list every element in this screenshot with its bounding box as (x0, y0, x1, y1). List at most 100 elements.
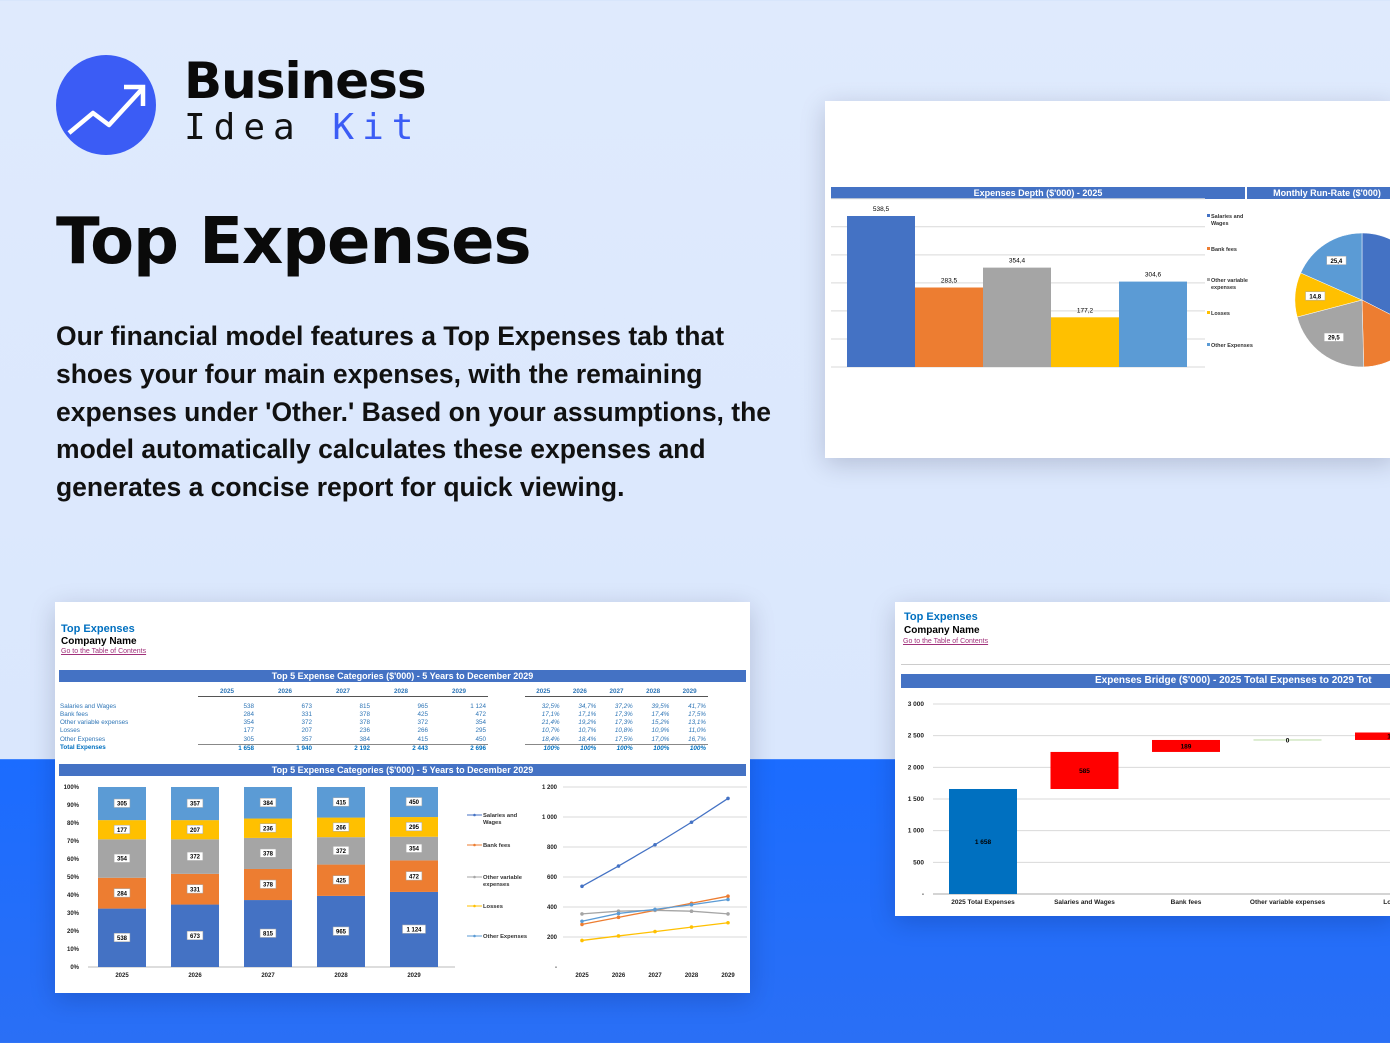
year-header: 2027 (314, 688, 372, 698)
segment-data-label: 305 (117, 802, 128, 808)
y-tick-label: 3 000 (908, 701, 925, 708)
brand-name: Business (184, 52, 427, 110)
y-tick-label: 2 500 (908, 733, 925, 740)
bridge-data-label: 1 (1387, 734, 1390, 741)
cell-value: 378 (359, 719, 370, 727)
pct-value: 17,5% (688, 710, 706, 718)
row-label: Salaries and Wages (60, 702, 117, 710)
row-label: Total Expenses (60, 744, 106, 752)
expenses-bridge-chart: - 500 1 000 1 500 2 000 2 500 3 000 1 658 2025 T… (908, 701, 1390, 906)
legend-label: Salaries and (483, 813, 518, 819)
bridge-bar-bank-fees (1152, 739, 1220, 752)
legend-label: Losses (483, 904, 503, 910)
x-tick-label: 2025 (575, 973, 589, 979)
segment-data-label: 357 (190, 802, 201, 808)
expenses-bridge-panel: Top Expenses Company Name Go to the Tabl… (895, 602, 1390, 916)
pct-total-row: 100% 100% 100% 100% 100% (525, 743, 708, 753)
segment-data-label: 236 (263, 826, 274, 832)
stacked-and-line-charts: 0% 10% 20% 30% 40% 50% 60% 70% 80% 90% 100% 538 284 3… (64, 785, 747, 979)
table-row: Losses 177 207 236 266 295 (58, 727, 488, 735)
company-name: Company Name (904, 625, 980, 636)
cell-value: 1 658 (198, 743, 256, 753)
cell-value: 1 124 (470, 702, 486, 710)
cell-value: 815 (359, 702, 370, 710)
bridge-data-label: 1 658 (975, 839, 992, 846)
pct-value: 41,7% (688, 702, 706, 710)
legend-marker (1207, 247, 1210, 250)
cell-value: 177 (243, 727, 254, 735)
bar-bank-fees (915, 287, 983, 367)
x-tick-label: 2025 (115, 973, 129, 979)
segment-data-label: 673 (190, 934, 201, 940)
segment-data-label-box (332, 797, 350, 807)
bridge-bar-other-variable-expenses (1253, 739, 1322, 741)
x-tick-label: 2027 (261, 973, 275, 979)
pct-value: 17,1% (541, 710, 560, 718)
legend-marker (1207, 311, 1210, 314)
top-expenses-sheet: Top Expenses Company Name Go to the Tabl… (55, 602, 750, 993)
cell-value: 384 (359, 735, 370, 743)
y-tick-label: 200 (547, 935, 558, 941)
segment-data-label-box (113, 824, 131, 834)
legend-marker (1207, 343, 1210, 346)
pct-value: 17,3% (614, 710, 633, 718)
bar-data-label: 354,4 (1009, 258, 1026, 265)
cell-value: 331 (301, 710, 312, 718)
y-tick-label: 1 500 (908, 796, 925, 803)
logo-icon (56, 55, 156, 155)
segment-data-label: 378 (263, 883, 274, 889)
bar-other-variable-expenses (983, 267, 1051, 367)
pct-value: 13,1% (688, 719, 706, 727)
legend-label: Bank fees (483, 843, 510, 849)
table-header: Top 5 Expense Categories ($'000) - 5 Yea… (59, 670, 746, 682)
brand-kit: Kit (332, 107, 422, 148)
table-of-contents-link[interactable]: Go to the Table of Contents (903, 638, 989, 645)
legend-label: Other variable (483, 875, 523, 881)
pct-value: 100% (598, 743, 635, 753)
sheet-title: Top Expenses (904, 611, 978, 623)
cell-value: 2 192 (314, 743, 372, 753)
legend-marker (1207, 214, 1210, 217)
segment-data-label: 372 (336, 849, 347, 855)
legend-marker (473, 875, 476, 879)
cell-value: 673 (301, 702, 312, 710)
legend-marker (1207, 278, 1210, 281)
pie-slice-bank-fees (1361, 299, 1390, 368)
year-header: 2028 (634, 688, 672, 698)
segment-data-label: 965 (336, 930, 347, 936)
segment-data-label: 354 (117, 857, 128, 863)
pct-value: 10,7% (578, 727, 597, 735)
segment-data-label-box (405, 797, 423, 807)
y-tick-label: 1 000 (542, 815, 558, 821)
x-tick-label: 2028 (334, 973, 348, 979)
pct-value: 16,7% (688, 735, 706, 743)
cell-value: 472 (475, 710, 486, 718)
table-of-contents-link[interactable]: Go to the Table of Contents (61, 648, 147, 655)
pct-row: 18,4% 18,4% 17,5% 17,0% 16,7% (525, 736, 708, 745)
cell-value: 372 (301, 719, 312, 727)
segment-data-label-box (332, 822, 350, 832)
table-row: Other Expenses 305 357 384 415 450 (58, 736, 488, 745)
pct-value: 17,4% (651, 710, 670, 718)
segment-data-label: 450 (409, 800, 420, 806)
bridge-data-label: 0 (1286, 737, 1290, 744)
line-point (689, 925, 694, 929)
segment-data-label-box (113, 933, 131, 942)
description: Our financial model features a Top Expen… (56, 321, 772, 503)
cell-value: 450 (475, 735, 486, 743)
pct-value: 100% (561, 743, 599, 753)
bar-losses (1051, 317, 1119, 367)
pct-value: 32,5% (541, 702, 560, 710)
pct-row: 10,7% 10,7% 10,8% 10,9% 11,0% (525, 727, 708, 735)
depth-chart-header: Expenses Depth ($'000) - 2025 (831, 187, 1245, 199)
pct-row: 21,4% 19,2% 17,3% 15,2% 13,1% (525, 719, 708, 727)
pie-data-label: 25,4 (1331, 259, 1343, 265)
line-point (580, 919, 584, 924)
cell-value: 295 (475, 727, 486, 735)
cell-value: 378 (359, 710, 370, 718)
segment-data-label: 207 (190, 828, 201, 834)
expenses-table: 2025 2026 2027 2028 2029 Salaries and Wages 53… (58, 688, 488, 753)
x-tick-label: Bank fees (1171, 899, 1202, 906)
segment-data-label-box (113, 798, 131, 808)
legend-label: Salaries and (1211, 214, 1243, 220)
